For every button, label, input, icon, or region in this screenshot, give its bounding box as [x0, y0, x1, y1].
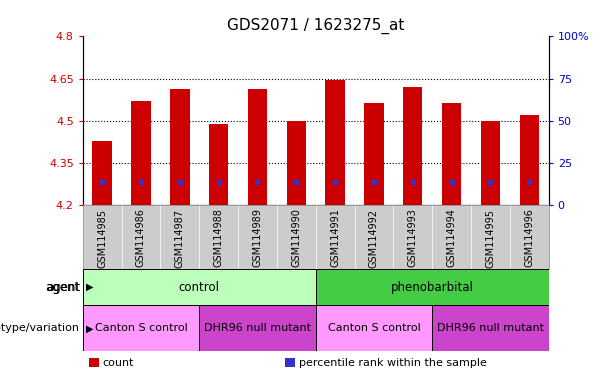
- Text: DHR96 null mutant: DHR96 null mutant: [204, 323, 311, 333]
- Text: control: control: [179, 281, 219, 293]
- Text: GSM114987: GSM114987: [175, 209, 185, 268]
- Bar: [316, 269, 549, 305]
- Text: phenobarbital: phenobarbital: [390, 281, 474, 293]
- Bar: [209, 124, 228, 205]
- Text: DHR96 null mutant: DHR96 null mutant: [437, 323, 544, 333]
- Text: GSM114996: GSM114996: [524, 209, 534, 268]
- Text: Canton S control: Canton S control: [327, 323, 421, 333]
- Text: count: count: [102, 358, 134, 368]
- Bar: [364, 103, 384, 205]
- Bar: [170, 89, 189, 205]
- Bar: [519, 115, 539, 205]
- Text: GSM114992: GSM114992: [369, 209, 379, 268]
- Bar: [432, 305, 549, 351]
- Bar: [199, 305, 316, 351]
- Text: ▶: ▶: [86, 282, 93, 292]
- Text: GSM114991: GSM114991: [330, 209, 340, 268]
- Bar: [248, 89, 267, 205]
- Bar: [93, 141, 112, 205]
- Bar: [83, 269, 316, 305]
- Text: GSM114993: GSM114993: [408, 209, 417, 268]
- Bar: [131, 101, 151, 205]
- Text: GSM114994: GSM114994: [447, 209, 457, 268]
- Text: agent: agent: [46, 281, 80, 293]
- Text: Canton S control: Canton S control: [94, 323, 188, 333]
- Bar: [442, 103, 462, 205]
- Text: GSM114986: GSM114986: [136, 209, 146, 268]
- Bar: [481, 121, 500, 205]
- Bar: [403, 87, 422, 205]
- Text: ▶: ▶: [86, 323, 93, 333]
- Text: GSM114989: GSM114989: [253, 209, 262, 268]
- Bar: [316, 305, 432, 351]
- Text: percentile rank within the sample: percentile rank within the sample: [299, 358, 486, 368]
- Text: agent: agent: [45, 281, 80, 293]
- Text: GSM114995: GSM114995: [485, 209, 495, 268]
- Text: GSM114985: GSM114985: [97, 209, 107, 268]
- Text: GSM114988: GSM114988: [214, 209, 224, 268]
- Title: GDS2071 / 1623275_at: GDS2071 / 1623275_at: [227, 18, 405, 34]
- Bar: [287, 121, 306, 205]
- Bar: [326, 80, 345, 205]
- Text: genotype/variation: genotype/variation: [0, 323, 80, 333]
- Bar: [83, 305, 199, 351]
- Text: GSM114990: GSM114990: [291, 209, 301, 268]
